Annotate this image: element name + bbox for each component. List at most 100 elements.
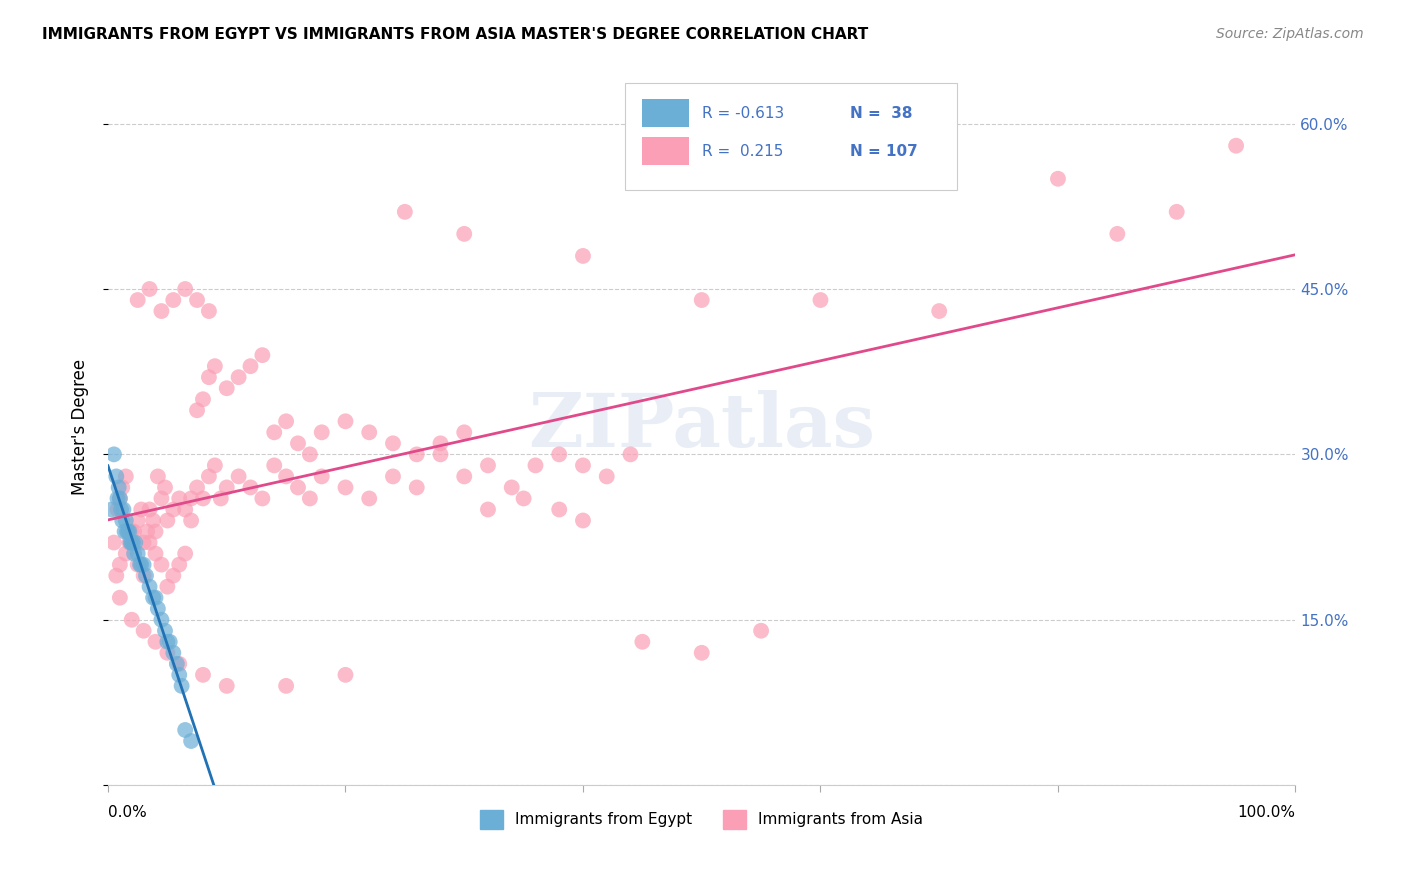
Point [209,491,232,506]
FancyBboxPatch shape [643,99,689,128]
Point [167,657,190,671]
Point [132,568,155,582]
Point [136,524,159,539]
Point [174,282,197,296]
Point [145,591,167,605]
Point [274,414,297,428]
Point [749,624,772,638]
Point [1225,138,1247,153]
Point [142,514,165,528]
Point [114,469,136,483]
Point [198,304,221,318]
Point [215,679,238,693]
Point [512,491,534,506]
Point [524,458,547,473]
Point [928,304,950,318]
Point [114,547,136,561]
Point [112,502,135,516]
Text: IMMIGRANTS FROM EGYPT VS IMMIGRANTS FROM ASIA MASTER'S DEGREE CORRELATION CHART: IMMIGRANTS FROM EGYPT VS IMMIGRANTS FROM… [42,27,869,42]
Point [127,558,149,572]
Text: 100.0%: 100.0% [1237,805,1295,821]
Point [146,601,169,615]
Point [215,381,238,395]
Point [186,403,208,417]
Point [453,425,475,440]
Point [228,469,250,483]
Point [298,447,321,461]
Point [453,469,475,483]
Point [156,580,179,594]
Text: N =  38: N = 38 [851,106,912,120]
Point [138,580,160,594]
Point [111,514,134,528]
Point [191,491,214,506]
Point [429,447,451,461]
Point [110,502,132,516]
Point [191,668,214,682]
Point [204,359,226,374]
Point [239,480,262,494]
Point [153,480,176,494]
Point [252,491,274,506]
Point [215,480,238,494]
Point [572,514,595,528]
Point [135,568,157,582]
Point [1166,204,1188,219]
Point [228,370,250,384]
Point [145,547,167,561]
Point [311,469,333,483]
Point [156,646,179,660]
Point [198,370,221,384]
Point [111,480,134,494]
Point [548,447,571,461]
Point [198,469,221,483]
Point [429,436,451,450]
Point [129,558,152,572]
Point [572,458,595,473]
Point [121,535,143,549]
Point [162,293,184,307]
Point [1107,227,1129,241]
Point [108,558,131,572]
Text: Source: ZipAtlas.com: Source: ZipAtlas.com [1216,27,1364,41]
Point [114,524,136,539]
Point [129,558,152,572]
Point [127,514,149,528]
Point [121,524,143,539]
Point [122,535,145,549]
Point [298,491,321,506]
Point [170,679,193,693]
Point [162,568,184,582]
Point [156,634,179,648]
Point [359,425,381,440]
Point [274,469,297,483]
Point [180,514,202,528]
Point [146,469,169,483]
Point [174,723,197,737]
Point [453,227,475,241]
Point [263,425,285,440]
Point [810,293,832,307]
Point [117,524,139,539]
Point [619,447,641,461]
Point [180,491,202,506]
Point [124,535,146,549]
Point [548,502,571,516]
Point [174,502,197,516]
Point [204,458,226,473]
Point [129,502,152,516]
Point [382,436,405,450]
FancyBboxPatch shape [624,83,957,190]
Point [153,624,176,638]
Point [311,425,333,440]
Point [1046,171,1069,186]
Point [335,480,357,494]
Point [405,480,427,494]
Point [107,491,129,506]
Text: 0.0%: 0.0% [108,805,146,821]
Point [166,657,188,671]
Point [191,392,214,407]
Point [115,524,138,539]
Point [150,491,173,506]
Point [167,668,190,682]
